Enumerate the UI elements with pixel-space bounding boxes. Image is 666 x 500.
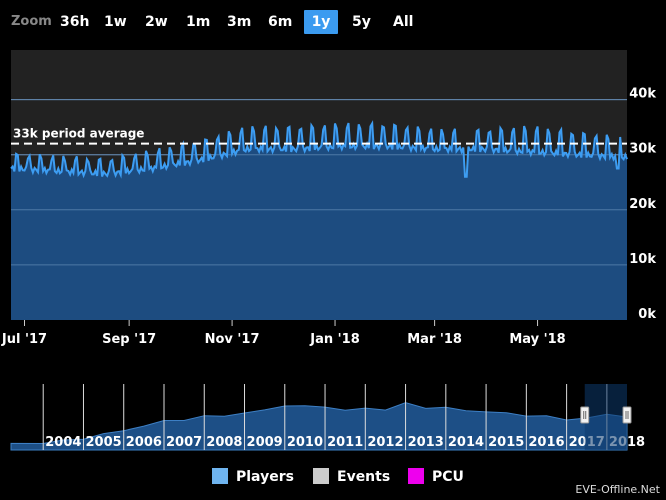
pcu-swatch-icon [408, 468, 424, 484]
players-line [10, 120, 628, 179]
legend-item-pcu[interactable]: PCU [408, 466, 464, 488]
legend-label-players: Players [236, 469, 294, 485]
y-tick-label: 0k [638, 307, 656, 322]
zoom-button-1y[interactable]: 1y [304, 10, 338, 34]
zoom-button-1w[interactable]: 1w [104, 14, 127, 30]
zoom-bar: Zoom 36h 1w 2w 1m 3m 6m 1y 5y All [0, 0, 666, 44]
navigator-area [10, 402, 628, 451]
main-chart: 33k period average 0k 10k 20k 30k 40k Jul '17 S… [1, 50, 656, 347]
navigator-handle-right[interactable] [622, 406, 632, 424]
navigator-year-label: 2007 [166, 435, 202, 450]
zoom-button-36h[interactable]: 36h [60, 14, 90, 30]
legend: Players Events PCU [0, 466, 666, 490]
zoom-button-2w[interactable]: 2w [145, 14, 168, 30]
navigator-year-label: 2008 [206, 435, 242, 450]
zoom-button-5y[interactable]: 5y [352, 14, 371, 30]
zoom-button-3m[interactable]: 3m [227, 14, 252, 30]
x-tick-label: Sep '17 [102, 332, 156, 347]
navigator-year-label: 2005 [86, 435, 122, 450]
navigator-year-label: 2016 [528, 435, 564, 450]
navigator-year-label: 2011 [327, 435, 363, 450]
navigator-handle-left[interactable] [580, 406, 590, 424]
legend-label-events: Events [337, 469, 391, 485]
legend-item-events[interactable]: Events [313, 466, 390, 488]
credit-text: EVE-Offline.Net [575, 483, 660, 496]
legend-label-pcu: PCU [432, 469, 464, 485]
navigator-year-label: 2014 [448, 435, 484, 450]
x-tick-label: Mar '18 [407, 332, 462, 347]
average-label: 33k period average [13, 127, 144, 141]
navigator-year-label: 2010 [287, 435, 323, 450]
y-tick-label: 10k [629, 252, 656, 267]
navigator-year-label: 2009 [247, 435, 283, 450]
handle-grip-icon [622, 406, 632, 424]
x-tick-label: Jul '17 [1, 332, 47, 347]
legend-item-players[interactable]: Players [212, 466, 294, 488]
handle-grip-icon [580, 406, 590, 424]
zoom-button-6m[interactable]: 6m [268, 14, 293, 30]
x-tick-label: Nov '17 [205, 332, 260, 347]
navigator-year-label: 2015 [488, 435, 524, 450]
navigator-year-label: 2004 [45, 435, 81, 450]
navigator-year-label: 2006 [126, 435, 162, 450]
zoom-button-1m[interactable]: 1m [186, 14, 211, 30]
x-tick-label: Jan '18 [309, 332, 359, 347]
players-area [11, 123, 627, 320]
navigator-year-label: 2012 [367, 435, 403, 450]
y-tick-label: 20k [629, 197, 656, 212]
y-tick-label: 30k [629, 142, 656, 157]
x-tick-label: May '18 [509, 332, 565, 347]
navigator-chart[interactable]: 2004 2005 2006 2007 2008 2009 2010 2011 2012 2013… [0, 382, 666, 452]
navigator-year-label: 2013 [408, 435, 444, 450]
navigator-selection [584, 384, 627, 450]
events-swatch-icon [313, 468, 329, 484]
players-swatch-icon [212, 468, 228, 484]
y-tick-label: 40k [629, 87, 656, 102]
zoom-button-all[interactable]: All [393, 14, 414, 30]
zoom-label: Zoom [11, 14, 52, 29]
